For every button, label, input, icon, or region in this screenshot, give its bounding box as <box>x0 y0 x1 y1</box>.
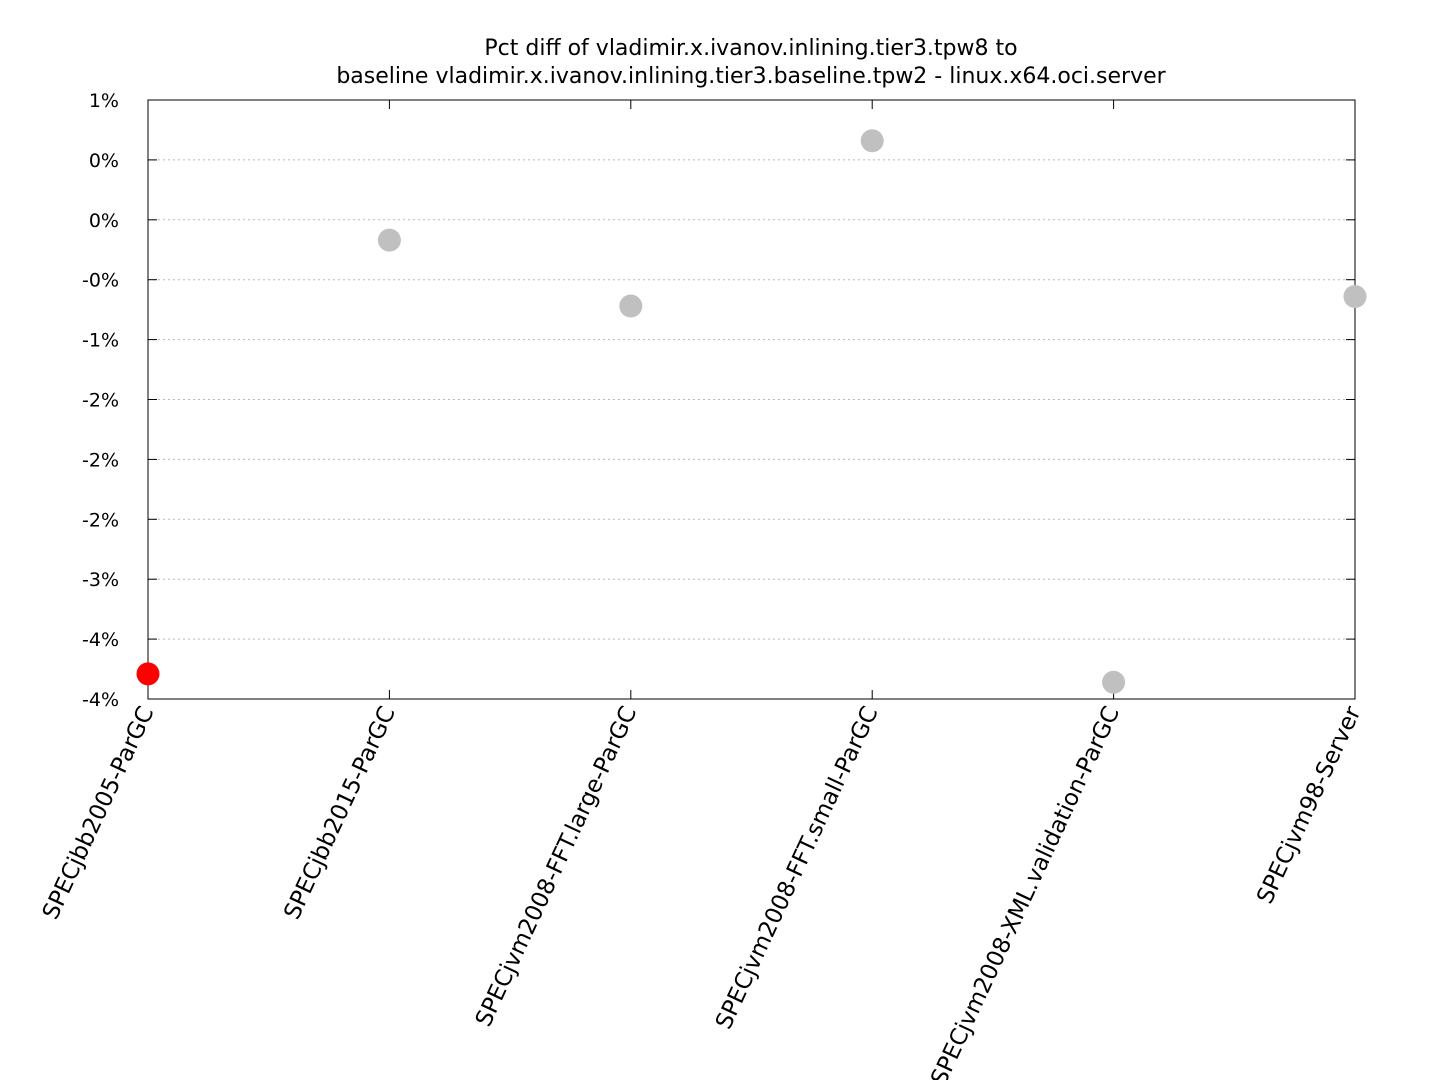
y-tick-label: -4% <box>82 689 119 711</box>
y-tick-label: -1% <box>82 330 119 352</box>
y-tick-label: 0% <box>89 210 119 232</box>
y-tick-label: -2% <box>82 449 119 471</box>
y-axis: 1% 0% 0% -0% -1% -2% -2% -2% -3% -4% -4% <box>82 90 1355 711</box>
chart-title-line-1: Pct diff of vladimir.x.ivanov.inlining.t… <box>484 36 1017 61</box>
x-tick-label: SPECjvm98-Server <box>1252 702 1366 908</box>
data-point-2 <box>619 294 643 318</box>
data-point-3 <box>860 129 884 153</box>
x-tick-label: SPECjvm2008-FFT.small-ParGC <box>711 703 884 1034</box>
grid-lines <box>148 159 1355 640</box>
data-point-0 <box>136 662 160 686</box>
y-tick-label: -0% <box>82 270 119 292</box>
x-tick-label: SPECjbb2015-ParGC <box>279 703 401 924</box>
data-point-1 <box>377 228 401 252</box>
data-point-5 <box>1343 284 1367 308</box>
y-tick-label: 1% <box>89 90 119 112</box>
plot-frame <box>147 99 1356 700</box>
data-point-4 <box>1102 670 1126 694</box>
y-tick-label: -3% <box>82 569 119 591</box>
y-tick-label: -2% <box>82 390 119 412</box>
x-tick-label: SPECjvm2008-XML.validation-ParGC <box>926 703 1125 1080</box>
x-axis: SPECjbb2005-ParGC SPECjbb2015-ParGC SPECjv… <box>38 100 1367 1080</box>
y-tick-label: 0% <box>89 150 119 172</box>
chart-title-line-2: baseline vladimir.x.ivanov.inlining.tier… <box>336 64 1166 89</box>
data-points <box>136 129 1367 694</box>
y-tick-label: -2% <box>82 509 119 531</box>
y-tick-label: -4% <box>82 629 119 651</box>
x-tick-label: SPECjvm2008-FFT.large-ParGC <box>471 703 642 1031</box>
x-tick-label: SPECjbb2005-ParGC <box>38 703 160 924</box>
